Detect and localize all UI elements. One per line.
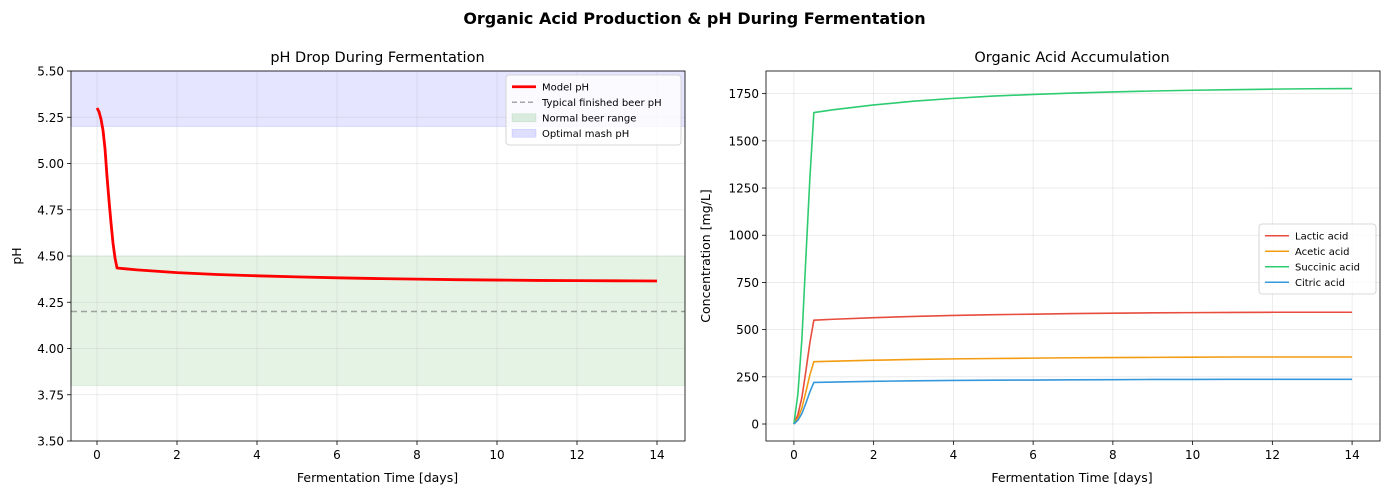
ph-ytick-label-8: 5.50 (37, 65, 64, 79)
ph-xtick-label-0: 0 (93, 448, 101, 462)
acid-xtick-label-0: 0 (790, 448, 798, 462)
acid-xtick-label-5: 10 (1185, 448, 1200, 462)
ph-legend-box (505, 74, 682, 146)
acid-ytick-label-5: 1250 (728, 182, 759, 196)
ph-xtick-label-4: 8 (413, 448, 421, 462)
ph-xtick-label-6: 12 (569, 448, 584, 462)
acid-ytick-label-1: 250 (736, 370, 759, 384)
ph-legend-handle-3 (511, 128, 537, 138)
acid-legend-label-3: Citric acid (1295, 278, 1345, 289)
acid-ytick-label-4: 1000 (728, 229, 759, 243)
acid-ytick-label-3: 750 (736, 276, 759, 290)
acid-series-line-2 (793, 87, 1353, 425)
ph-ytick-label-5: 4.75 (37, 203, 64, 217)
ph-xtick-label-5: 10 (489, 448, 504, 462)
ph-legend-label-0: Model pH (542, 82, 589, 93)
acid-series-line-1 (793, 356, 1353, 425)
acid-ytick-label-0: 0 (751, 418, 759, 432)
ph-chart-ylabel: pH (9, 247, 24, 264)
ph-ytick-label-4: 4.50 (37, 250, 64, 264)
ph-chart-title: pH Drop During Fermentation (270, 50, 484, 66)
ph-legend-handle-2 (511, 113, 537, 123)
acid-legend-label-1: Acetic acid (1295, 247, 1349, 258)
acid-legend-box (1258, 223, 1377, 295)
ph-xtick-label-2: 4 (253, 448, 261, 462)
ph-legend-label-3: Optimal mash pH (542, 129, 629, 140)
ph-ytick-label-0: 3.50 (37, 435, 64, 449)
acid-axes-frame (765, 70, 1381, 442)
ph-ytick-label-3: 4.25 (37, 296, 64, 310)
acid-series-line-3 (793, 378, 1353, 425)
ph-band-0 (70, 255, 686, 386)
ph-series-line-0 (95, 107, 658, 283)
acid-chart: Organic Acid Accumulation Fermentation T… (698, 50, 1381, 485)
ph-ytick-label-1: 3.75 (37, 388, 64, 402)
acid-xtick-label-7: 14 (1344, 448, 1359, 462)
acid-xtick-label-1: 2 (870, 448, 878, 462)
ph-xtick-label-7: 14 (649, 448, 664, 462)
acid-ytick-label-7: 1750 (728, 87, 759, 101)
ph-xtick-label-3: 6 (333, 448, 341, 462)
acid-ytick-label-6: 1500 (728, 134, 759, 148)
ph-legend-label-1: Typical finished beer pH (541, 98, 662, 109)
ph-ytick-label-6: 5.00 (37, 157, 64, 171)
ph-ytick-label-2: 4.00 (37, 342, 64, 356)
acid-xtick-label-6: 12 (1265, 448, 1280, 462)
ph-chart: pH Drop During Fermentation Fermentation… (9, 50, 686, 485)
acid-xtick-label-4: 8 (1109, 448, 1117, 462)
acid-series-line-0 (793, 311, 1353, 425)
ph-xtick-label-1: 2 (173, 448, 181, 462)
acid-legend-label-2: Succinic acid (1295, 262, 1360, 273)
acid-legend-label-0: Lactic acid (1295, 231, 1348, 242)
ph-chart-xlabel: Fermentation Time [days] (297, 470, 458, 485)
figure-suptitle: Organic Acid Production & pH During Ferm… (463, 9, 925, 28)
acid-chart-ylabel: Concentration [mg/L] (698, 189, 713, 322)
ph-legend-label-2: Normal beer range (542, 113, 636, 124)
acid-ytick-label-2: 500 (736, 323, 759, 337)
acid-chart-title: Organic Acid Accumulation (974, 50, 1169, 66)
ph-ytick-label-7: 5.25 (37, 111, 64, 125)
acid-xtick-label-2: 4 (950, 448, 958, 462)
acid-xtick-label-3: 6 (1029, 448, 1037, 462)
acid-chart-xlabel: Fermentation Time [days] (991, 470, 1152, 485)
